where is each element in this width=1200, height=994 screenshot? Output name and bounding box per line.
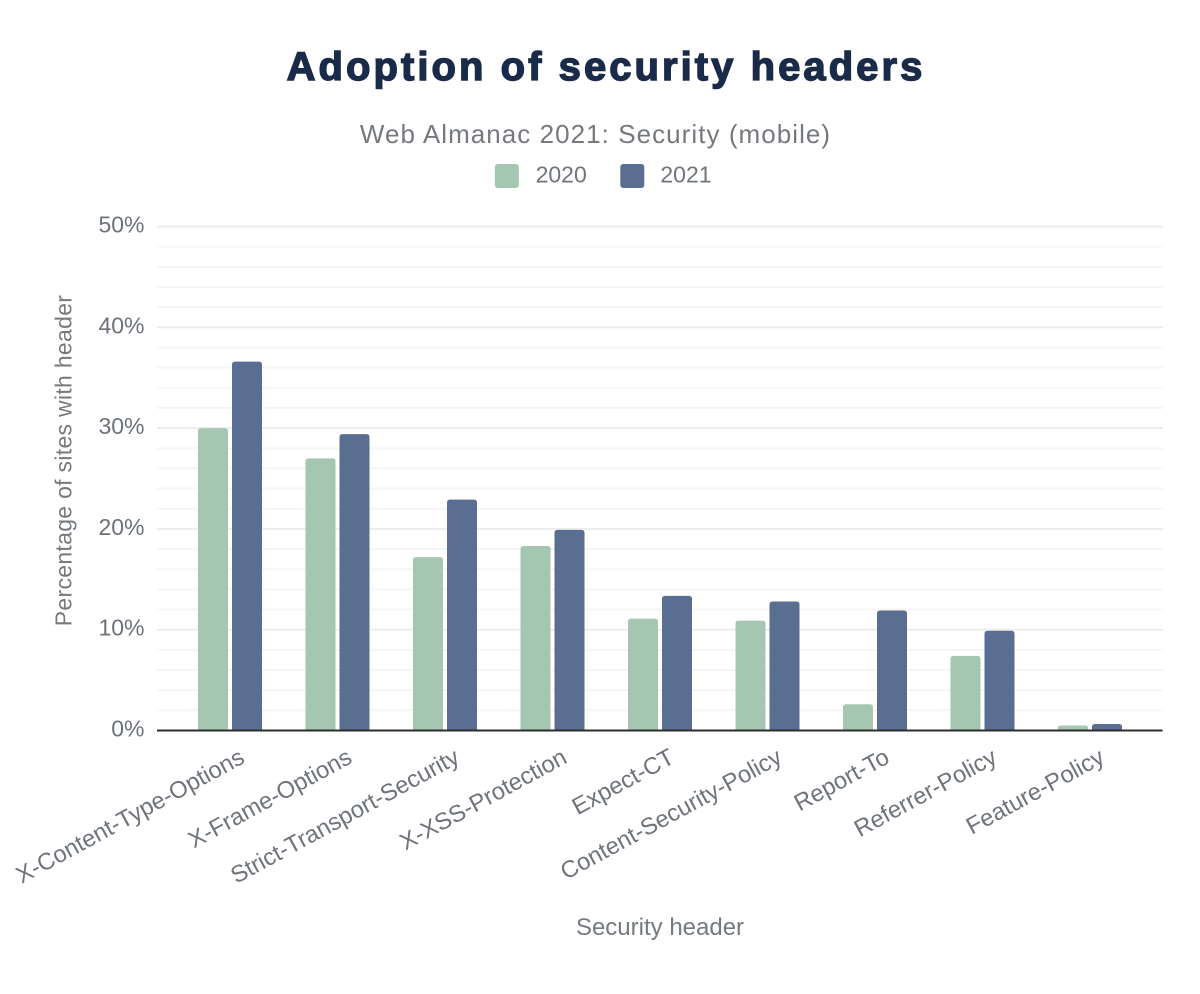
svg-text:Percentage of sites with heade: Percentage of sites with header bbox=[51, 295, 77, 627]
svg-text:Web Almanac 2021: Security (mo: Web Almanac 2021: Security (mobile) bbox=[360, 119, 831, 149]
svg-text:10%: 10% bbox=[98, 615, 144, 641]
svg-text:40%: 40% bbox=[98, 312, 144, 338]
svg-text:0%: 0% bbox=[111, 716, 144, 742]
svg-text:Security header: Security header bbox=[576, 914, 744, 941]
svg-text:30%: 30% bbox=[98, 413, 144, 439]
svg-text:2021: 2021 bbox=[660, 162, 711, 188]
svg-text:2020: 2020 bbox=[536, 162, 587, 188]
svg-text:20%: 20% bbox=[98, 514, 144, 540]
svg-text:Adoption of security headers: Adoption of security headers bbox=[287, 45, 926, 89]
svg-text:50%: 50% bbox=[98, 212, 144, 238]
